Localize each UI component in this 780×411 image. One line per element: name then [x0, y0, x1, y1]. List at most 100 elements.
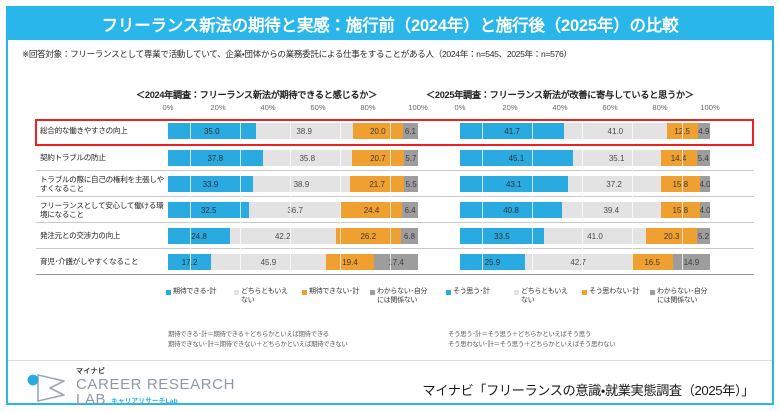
legend-2024: 期待できる･計 どちらともいえない 期待できない･計 わからない･自分には関係ない [166, 288, 428, 306]
bar-segment: 16.5 [631, 254, 673, 270]
x-axis-tick-2025: 100% [700, 103, 720, 112]
logo-sub-row: LAB キャリアリサーチLab [76, 391, 235, 409]
footnote-2024-line1: 期待できる･計＝期待できる＋どちらかといえば期待できる [168, 331, 329, 338]
logo-main-line2: LAB [76, 391, 107, 409]
x-axis-tick-2025: 40% [552, 103, 568, 112]
mynavi-career-research-lab-logo: マイナビ CAREER RESEARCH LAB キャリアリサーチLab [24, 368, 235, 408]
bar-segment: 14.4 [660, 150, 697, 166]
legend-label: 期待できない･計 [309, 288, 360, 295]
legend-label: 期待できる･計 [173, 288, 217, 295]
bar-segment: 20.0 [352, 123, 403, 139]
chart-rows: 総合的な働きやすさの向上 35.0 38.9 20.0 6.1 41.7 41.0 12.5 4… [36, 118, 754, 274]
content-frame: フリーランス新法の期待と実感：施行前（2024年）と施行後（2025年）の比較 … [6, 6, 774, 408]
x-axis-tick-2025: 20% [502, 103, 518, 112]
legend-item: 期待できる･計 [166, 288, 224, 306]
row-label: 総合的な働きやすさの向上 [40, 126, 128, 136]
x-axis-tick-2025: 60% [602, 103, 618, 112]
x-axis-tick-2024: 20% [210, 103, 226, 112]
stacked-bar-2024: 24.8 42.2 26.2 6.8 [168, 228, 418, 244]
legend-swatch-icon [166, 290, 171, 295]
bar-segment: 45.9 [211, 254, 326, 270]
bar-segment: 15.8 [660, 176, 700, 192]
bar-segment: 39.4 [562, 202, 661, 218]
chart-row: 契約トラブルの防止 37.8 35.8 20.7 5.7 45.1 35.1 14.4 5.4 [36, 144, 754, 170]
bar-segment: 35.1 [572, 150, 661, 166]
bar-segment: 5.4 [696, 150, 710, 166]
bar-segment: 6.1 [402, 123, 418, 139]
stacked-bar-2025: 45.1 35.1 14.4 5.4 [460, 150, 710, 166]
rows-bottom-rule [36, 274, 754, 275]
legend-item: そう思わない･計 [582, 288, 640, 306]
stacked-bar-2025: 43.1 37.2 15.8 4.0 [460, 176, 710, 192]
title-banner: フリーランス新法の期待と実感：施行前（2024年）と施行後（2025年）の比較 [8, 8, 772, 40]
bar-segment: 4.0 [700, 176, 710, 192]
bar-segment: 32.5 [168, 202, 250, 218]
legend-label: どちらともいえない [521, 288, 568, 304]
legend-2025: そう思う･計 どちらともいえない そう思わない･計 わからない･自分には関係ない [446, 288, 708, 306]
source-attribution: マイナビ「フリーランスの意識・就業実態調査（2025年）」 [422, 383, 754, 398]
bar-segment: 14.9 [672, 254, 710, 270]
bar-segment: 4.0 [700, 202, 710, 218]
x-axis-2025: 0% 20% 40% 60% 80% 100% [455, 103, 720, 115]
bar-segment: 45.1 [460, 150, 573, 166]
row-label: 契約トラブルの防止 [40, 153, 106, 163]
bar-segment: 24.8 [168, 228, 230, 244]
bar-segment: 25.9 [460, 254, 525, 270]
legend-label: わからない･自分には関係ない [657, 288, 708, 304]
legend-label: そう思わない･計 [589, 288, 640, 295]
legend-item: わからない･自分には関係ない [650, 288, 708, 306]
stacked-bar-2025: 33.5 41.0 20.3 5.2 [460, 228, 710, 244]
stacked-bar-2024: 35.0 38.9 20.0 6.1 [168, 123, 418, 139]
bar-segment: 17.2 [168, 254, 211, 270]
legend-swatch-icon [446, 290, 451, 295]
bar-segment: 12.5 [666, 123, 698, 139]
bar-segment: 20.3 [646, 228, 697, 244]
bar-segment: 33.5 [460, 228, 544, 244]
legend-item: そう思う･計 [446, 288, 504, 306]
row-label: 発注元との交渉力の向上 [40, 231, 121, 241]
legend-swatch-icon [370, 290, 375, 295]
bar-segment: 42.2 [230, 228, 336, 244]
x-axis-tick-2024: 60% [310, 103, 326, 112]
legend-label: そう思う･計 [453, 288, 490, 295]
bar-segment: 36.7 [249, 202, 341, 218]
bar-segment: 35.8 [262, 150, 352, 166]
stacked-bar-2024: 32.5 36.7 24.4 6.4 [168, 202, 418, 218]
logo-text: マイナビ CAREER RESEARCH LAB キャリアリサーチLab [76, 368, 235, 408]
stacked-bar-2024: 33.9 38.9 21.7 5.5 [168, 176, 418, 192]
chart-row: フリーランスとして安心して働ける環境になること 32.5 36.7 24.4 6.4 40… [36, 196, 754, 222]
legend-item: 期待できない･計 [302, 288, 360, 306]
panel-heading-2024: ＜2024年調査：フリーランス新法が期待できると感じるか＞ [136, 90, 378, 100]
bar-segment: 17.4 [374, 254, 418, 270]
bar-segment: 26.2 [335, 228, 401, 244]
legend-label: わからない･自分には関係ない [377, 288, 428, 304]
bar-segment: 38.9 [252, 176, 350, 192]
bar-segment: 38.9 [255, 123, 353, 139]
bar-segment: 33.9 [168, 176, 253, 192]
bar-segment: 37.8 [168, 150, 263, 166]
bar-segment: 40.8 [460, 202, 562, 218]
legend-item: どちらともいえない [234, 288, 292, 306]
x-axis-tick-2024: 40% [260, 103, 276, 112]
legend-item: どちらともいえない [514, 288, 572, 306]
stacked-bar-2024: 17.2 45.9 19.4 17.4 [168, 254, 418, 270]
legend-swatch-icon [650, 290, 655, 295]
bar-segment: 5.5 [404, 176, 418, 192]
footer-divider [8, 360, 772, 361]
x-axis-tick-2025: 0% [454, 103, 466, 112]
legend-swatch-icon [514, 290, 519, 295]
logo-mark-icon [24, 371, 70, 405]
footnote-2024-line2: 期待できない･計＝期待できない＋どちらかといえば期待できない [168, 340, 348, 348]
footnote-2025: そう思う･計＝そう思う＋どちらかといえばそう思う そう思わない･計＝そう思う＋ど… [448, 330, 616, 349]
stacked-bar-2025: 41.7 41.0 12.5 4.9 [460, 123, 710, 139]
bar-segment: 41.0 [564, 123, 667, 139]
logo-sub-label: キャリアリサーチLab [111, 398, 178, 405]
x-axis-tick-2024: 0% [162, 103, 174, 112]
bar-segment: 15.8 [660, 202, 700, 218]
x-axis-tick-2024: 100% [408, 103, 428, 112]
legend-swatch-icon [302, 290, 307, 295]
x-axis-tick-2025: 80% [652, 103, 668, 112]
bar-segment: 19.4 [325, 254, 375, 270]
chart-row: 総合的な働きやすさの向上 35.0 38.9 20.0 6.1 41.7 41.0 12.5 4… [36, 118, 754, 144]
bar-segment: 21.7 [350, 176, 405, 192]
